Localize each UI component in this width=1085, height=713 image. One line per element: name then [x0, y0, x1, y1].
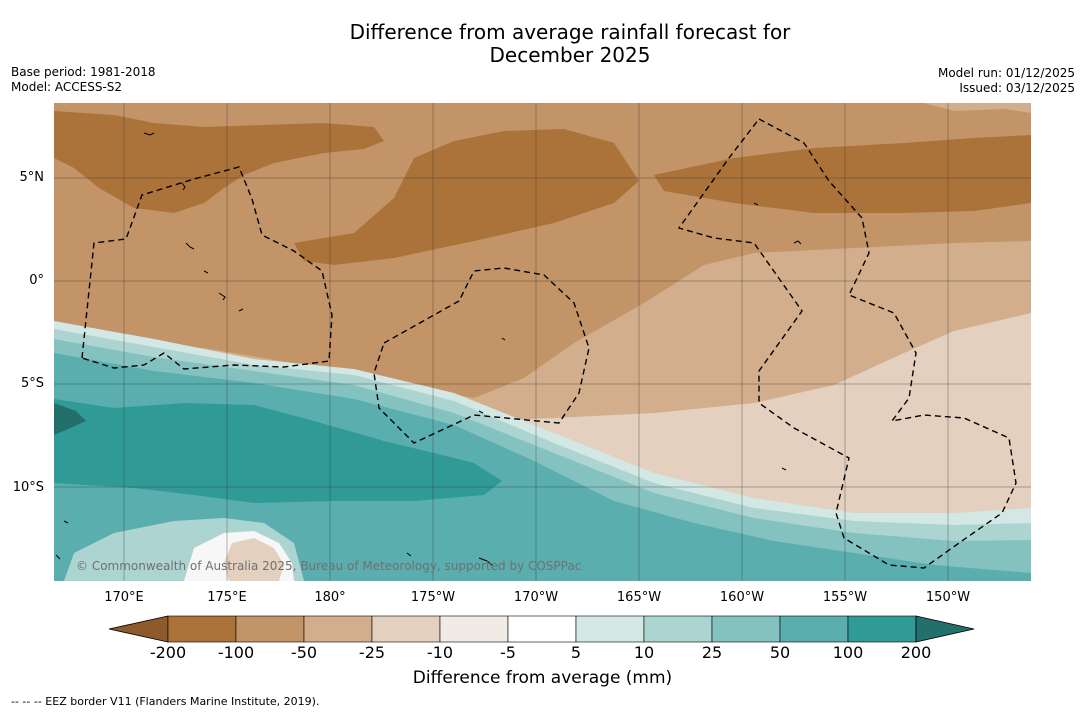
- lat-label: 5°N: [19, 170, 45, 185]
- lon-label: 175°W: [410, 590, 456, 605]
- anomaly-band-very-dry-east: [654, 135, 1031, 213]
- anomaly-band-extreme-wet: [54, 403, 86, 435]
- colorbar-segment: [507, 615, 577, 643]
- colorbar-segment: [439, 615, 509, 643]
- colorbar-tick: 200: [900, 643, 932, 662]
- lat-label: 5°S: [20, 376, 44, 391]
- lon-label: 165°W: [616, 590, 662, 605]
- colorbar-tick: -100: [217, 643, 255, 662]
- colorbar-tick: 25: [701, 643, 723, 662]
- eez-borders: [81, 118, 1017, 569]
- colorbar-tick: 10: [633, 643, 655, 662]
- colorbar-segment: [711, 615, 781, 643]
- anomaly-band-wet: [54, 353, 1031, 581]
- colorbar-extend-high: [915, 615, 975, 643]
- title-line-2: December 2025: [489, 43, 651, 67]
- colorbar-segment: [167, 615, 237, 643]
- lon-label: 170°E: [104, 590, 144, 605]
- graticule: [54, 103, 1031, 581]
- colorbar-segment: [371, 615, 441, 643]
- lon-label: 180°: [314, 590, 346, 605]
- anomaly-band-dry-bottom: [224, 538, 284, 581]
- model-run-date: Model run: 01/12/2025: [937, 66, 1075, 80]
- colorbar-segment: [235, 615, 305, 643]
- eez-footnote: -- -- -- EEZ border V11 (Flanders Marine…: [11, 695, 320, 708]
- colorbar-tick: -50: [290, 643, 318, 662]
- lat-label: 0°: [29, 273, 44, 288]
- colorbar-tick: -200: [149, 643, 187, 662]
- colorbar: [108, 615, 975, 643]
- model-name: Model: ACCESS-S2: [11, 80, 123, 94]
- forecast-info-right: Model run: 01/12/2025 Issued: 03/12/2025: [938, 66, 1075, 96]
- anomaly-band-very-wet: [54, 399, 502, 503]
- forecast-info-left: Base period: 1981-2018 Model: ACCESS-S2: [11, 65, 156, 95]
- lon-label: 175°E: [207, 590, 247, 605]
- lat-label: 10°S: [12, 480, 44, 495]
- colorbar-tick: -25: [358, 643, 386, 662]
- lon-label: 170°W: [513, 590, 559, 605]
- lon-label: 150°W: [925, 590, 971, 605]
- issued-date: Issued: 03/12/2025: [959, 81, 1075, 95]
- colorbar-segment: [847, 615, 917, 643]
- islands: [55, 132, 802, 567]
- chart-title: Difference from average rainfall forecas…: [0, 21, 1085, 67]
- colorbar-label: Difference from average (mm): [412, 668, 673, 688]
- copyright-credit: © Commonwealth of Australia 2025, Bureau…: [76, 559, 582, 573]
- lon-label: 155°W: [822, 590, 868, 605]
- colorbar-segment: [643, 615, 713, 643]
- anomaly-band-very-dry-central: [294, 129, 639, 265]
- colorbar-tick: 50: [769, 643, 791, 662]
- colorbar-extend-low: [108, 615, 169, 643]
- colorbar-tick: -10: [426, 643, 454, 662]
- colorbar-segment: [575, 615, 645, 643]
- colorbar-tick: 5: [570, 643, 582, 662]
- colorbar-segment: [779, 615, 849, 643]
- base-period: Base period: 1981-2018: [11, 65, 156, 79]
- colorbar-segment: [303, 615, 373, 643]
- anomaly-band-very-dry-west: [54, 111, 384, 213]
- colorbar-tick: 100: [832, 643, 864, 662]
- rainfall-anomaly-map: [54, 103, 1031, 581]
- colorbar-tick: -5: [500, 643, 516, 662]
- title-line-1: Difference from average rainfall forecas…: [349, 20, 791, 44]
- lon-label: 160°W: [719, 590, 765, 605]
